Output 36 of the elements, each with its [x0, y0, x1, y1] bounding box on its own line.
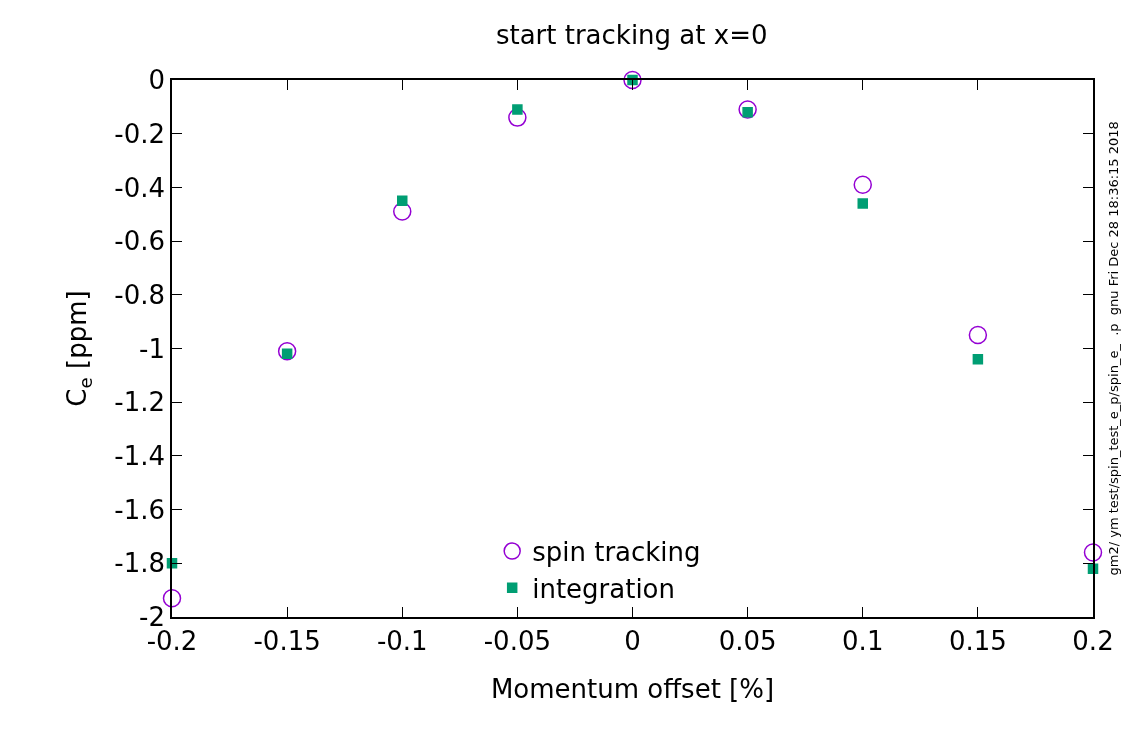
- x-tick-label: 0: [624, 625, 641, 656]
- point: [277, 341, 297, 361]
- point: [162, 588, 182, 608]
- x-tick-label: 0.15: [948, 625, 1007, 656]
- y-tick-label: -1.2: [114, 387, 166, 418]
- point: [738, 100, 757, 119]
- y-tick-label: -1.8: [114, 548, 166, 579]
- x-tick-label: -0.05: [483, 625, 552, 656]
- y-tick-label: -0.8: [114, 279, 166, 310]
- y-tick-label: -0.6: [114, 226, 166, 257]
- y-tick-label: 0: [148, 65, 166, 96]
- point: [968, 325, 988, 345]
- legend-label: spin tracking: [532, 537, 701, 568]
- point: [623, 70, 642, 90]
- x-tick-label: 0.1: [842, 625, 884, 656]
- x-axis-title: Momentum offset [%]: [490, 674, 775, 705]
- x-tick-label: -0.15: [253, 625, 321, 656]
- point: [853, 175, 872, 194]
- x-tick-label: 0.05: [718, 625, 777, 656]
- x-tick-label: -0.1: [376, 625, 428, 656]
- text: gm2/ ym test/spin_test_e_p/spin_e_ .p gnu Fri Dec 28 18:36:15 2018: [1105, 121, 1121, 576]
- chart-title: start tracking at x=0: [495, 19, 768, 50]
- y-tick-label: -0.4: [114, 172, 166, 203]
- legend-label: integration: [532, 573, 676, 604]
- x-tick-label: 0.2: [1072, 625, 1114, 656]
- y-tick-label: -1: [139, 333, 166, 364]
- point: [397, 195, 408, 207]
- point: [857, 198, 868, 209]
- y-tick-label: -1.4: [114, 441, 166, 471]
- point: [508, 108, 527, 127]
- y-tick-label: -1.6: [114, 494, 166, 525]
- y-tick-label: -0.2: [114, 118, 166, 149]
- point: [1083, 543, 1103, 562]
- point: [512, 104, 523, 115]
- point: [972, 353, 984, 365]
- point: [393, 202, 412, 221]
